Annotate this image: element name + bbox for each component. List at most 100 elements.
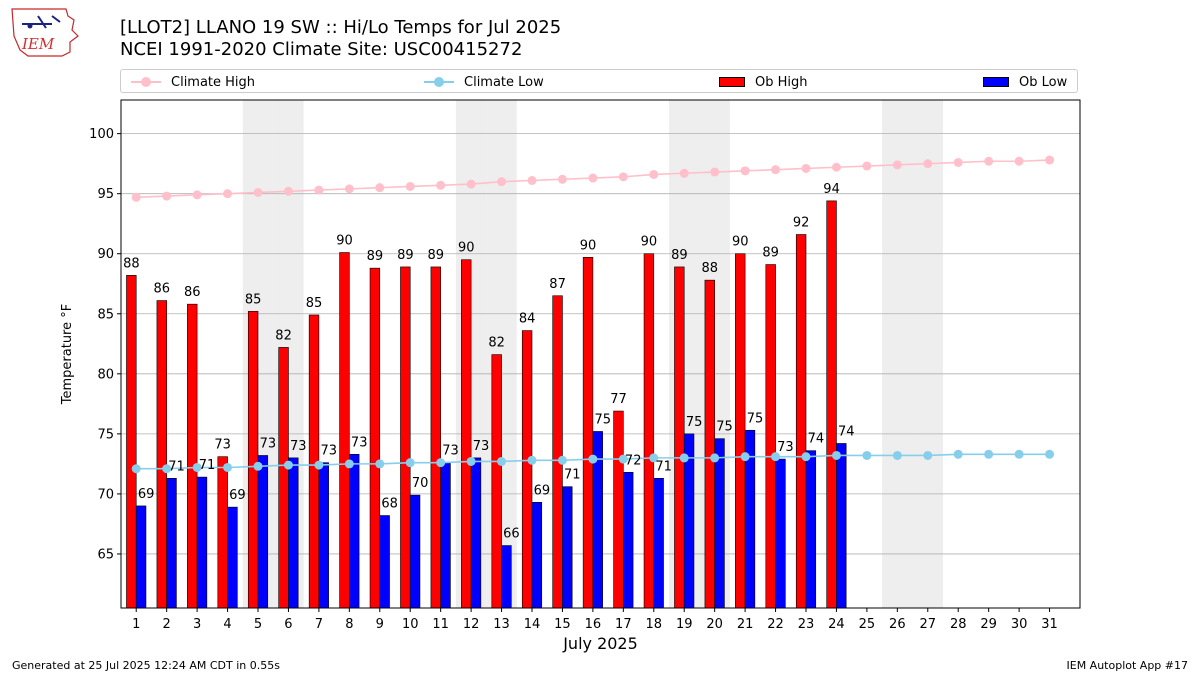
climate-low-point: [923, 450, 933, 460]
x-tick-label: 21: [737, 617, 754, 632]
ob-low-label: 75: [686, 415, 703, 430]
climate-low-point: [710, 453, 720, 463]
ob-high-label: 89: [671, 248, 688, 263]
climate-high-point: [497, 177, 507, 187]
climate-low-point: [984, 449, 994, 459]
ob-low-bar: [470, 457, 482, 609]
y-tick-label: 70: [97, 487, 114, 502]
ob-low-bar: [349, 453, 360, 609]
climate-high-point: [436, 180, 446, 190]
ob-high-label: 89: [762, 246, 779, 261]
x-tick-label: 10: [402, 617, 419, 632]
x-tick-label: 20: [706, 617, 723, 632]
climate-low-point: [192, 462, 202, 472]
ob-high-label: 77: [610, 392, 627, 407]
ob-high-bar: [643, 253, 655, 609]
ob-high-label: 92: [793, 216, 810, 231]
ob-high-label: 85: [306, 296, 323, 311]
x-tick-label: 22: [767, 617, 784, 632]
climate-low-point: [253, 461, 263, 471]
ob-high-label: 85: [245, 292, 262, 307]
ob-high-label: 84: [519, 312, 536, 327]
x-tick-label: 31: [1041, 617, 1058, 632]
climate-high-point: [192, 190, 202, 200]
climate-high-point: [344, 184, 354, 194]
ob-high-label: 88: [702, 261, 719, 276]
climate-high-point: [618, 172, 628, 182]
ob-low-label: 73: [351, 435, 368, 450]
legend-climate-low-label: Climate Low: [464, 74, 544, 90]
ob-high-label: 87: [549, 277, 566, 292]
climate-high-point: [801, 163, 811, 173]
climate-high-point: [649, 169, 659, 179]
ob-high-bar: [521, 330, 533, 609]
x-tick-label: 30: [1011, 617, 1028, 632]
ob-low-label: 69: [229, 488, 246, 503]
y-tick-label: 100: [89, 127, 114, 142]
ob-low-bar: [440, 462, 451, 609]
climate-high-point: [710, 167, 720, 177]
weekend-band: [882, 100, 913, 608]
x-tick-label: 12: [463, 617, 480, 632]
ob-low-label: 69: [138, 487, 155, 502]
ob-low-label: 70: [412, 476, 429, 491]
climate-high-point: [557, 174, 567, 184]
chart-subtitle: NCEI 1991-2020 Climate Site: USC00415272: [120, 39, 523, 60]
x-tick-label: 15: [554, 617, 571, 632]
x-tick-label: 16: [585, 617, 602, 632]
ob-low-bar: [531, 502, 543, 609]
ob-low-label: 69: [534, 483, 551, 498]
x-axis-label: July 2025: [562, 634, 638, 653]
footer-app: IEM Autoplot App #17: [1066, 659, 1189, 672]
ob-high-bar: [278, 347, 289, 609]
ob-high-bar: [369, 267, 381, 609]
climate-high-point: [740, 166, 750, 176]
legend-climate-low-marker: [424, 73, 454, 91]
x-tick-label: 4: [223, 617, 231, 632]
chart-title: [LLOT2] LLANO 19 SW :: Hi/Lo Temps for J…: [120, 17, 562, 38]
ob-low-bar: [501, 545, 512, 609]
climate-high-point: [862, 161, 872, 171]
ob-low-bar: [257, 455, 269, 609]
chart-legend: Climate High Climate Low Ob High Ob Low: [120, 69, 1078, 93]
x-tick-label: 23: [798, 617, 815, 632]
climate-low-point: [831, 450, 841, 460]
ob-high-label: 88: [123, 256, 140, 271]
ob-low-label: 74: [838, 424, 855, 439]
legend-climate-low: Climate Low: [424, 73, 544, 91]
ob-high-label: 73: [214, 438, 231, 453]
climate-high-point: [588, 173, 598, 183]
climate-high-point: [314, 185, 324, 195]
climate-low-point: [588, 454, 598, 464]
climate-low-point: [497, 456, 507, 466]
climate-high-point: [527, 175, 537, 185]
y-tick-label: 80: [97, 367, 114, 382]
ob-high-label: 89: [428, 248, 445, 263]
y-tick-label: 85: [97, 307, 114, 322]
climate-low-point: [162, 464, 172, 474]
ob-high-label: 90: [336, 234, 353, 249]
climate-low-point: [557, 455, 567, 465]
ob-low-bar: [562, 486, 573, 609]
x-tick-label: 3: [193, 617, 201, 632]
climate-low-point: [740, 452, 750, 462]
ob-low-bar: [409, 494, 421, 609]
ob-low-label: 71: [655, 459, 672, 474]
climate-low-point: [436, 458, 446, 468]
ob-high-bar: [552, 295, 563, 609]
ob-low-label: 72: [625, 453, 642, 468]
weekend-band: [912, 100, 943, 608]
ob-high-label: 94: [823, 182, 840, 197]
ob-high-bar: [156, 300, 167, 609]
ob-low-label: 74: [808, 432, 825, 447]
x-tick-label: 19: [676, 617, 693, 632]
ob-high-bar: [613, 410, 624, 609]
ob-low-label: 73: [777, 440, 794, 455]
climate-high-point: [131, 192, 141, 202]
x-tick-label: 9: [376, 617, 384, 632]
ob-low-label: 75: [594, 412, 611, 427]
legend-ob-high: Ob High: [719, 73, 808, 91]
ob-low-label: 71: [199, 458, 216, 473]
climate-high-point: [405, 181, 415, 191]
x-tick-label: 14: [524, 617, 541, 632]
